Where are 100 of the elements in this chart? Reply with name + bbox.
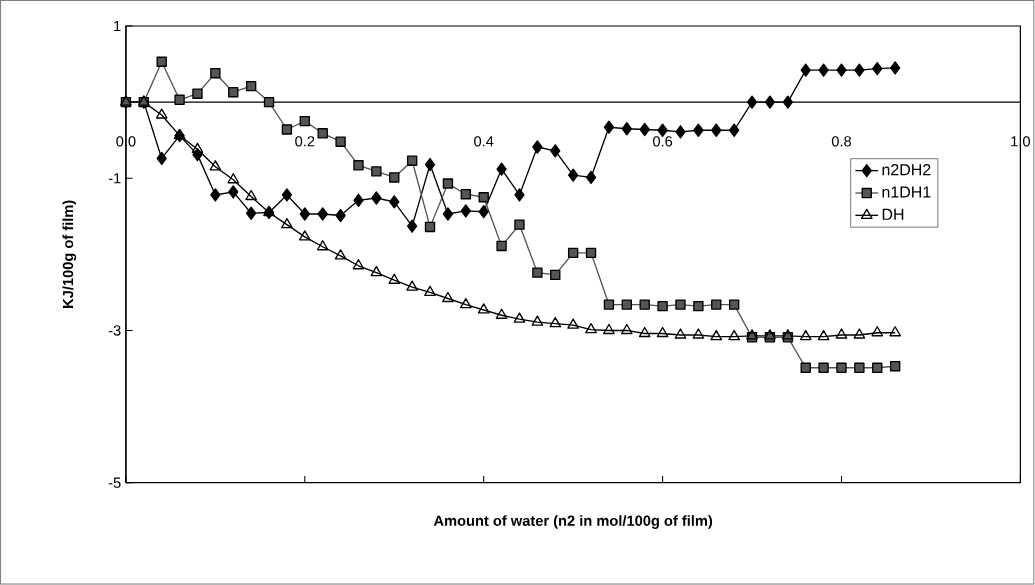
point bbox=[532, 140, 543, 154]
point bbox=[764, 95, 776, 109]
point bbox=[638, 327, 651, 338]
point bbox=[621, 299, 633, 310]
point bbox=[459, 298, 472, 309]
point bbox=[388, 273, 401, 285]
point bbox=[263, 97, 275, 108]
point bbox=[639, 123, 650, 137]
point bbox=[675, 125, 686, 139]
point bbox=[192, 148, 203, 162]
point bbox=[567, 168, 579, 183]
point bbox=[872, 62, 883, 76]
point bbox=[514, 188, 525, 202]
point bbox=[550, 144, 561, 158]
point bbox=[603, 299, 615, 310]
point bbox=[656, 327, 669, 338]
point bbox=[371, 166, 382, 177]
point bbox=[227, 173, 240, 184]
y-tick-label: -3 bbox=[108, 325, 121, 336]
point bbox=[854, 63, 865, 77]
point bbox=[209, 160, 222, 171]
point bbox=[478, 205, 489, 219]
point bbox=[389, 195, 400, 209]
point bbox=[585, 247, 597, 259]
point bbox=[854, 362, 865, 374]
point bbox=[585, 323, 597, 334]
point bbox=[424, 285, 436, 297]
point bbox=[371, 191, 382, 205]
point bbox=[156, 56, 167, 68]
point bbox=[889, 61, 901, 75]
point bbox=[693, 123, 704, 138]
point bbox=[406, 219, 418, 234]
point bbox=[603, 323, 615, 335]
point bbox=[800, 63, 811, 77]
point bbox=[657, 301, 668, 312]
point bbox=[317, 128, 328, 139]
point bbox=[872, 362, 883, 374]
point bbox=[639, 299, 650, 310]
point bbox=[424, 221, 436, 233]
point bbox=[532, 267, 543, 278]
point bbox=[514, 219, 525, 231]
point bbox=[567, 247, 579, 259]
point bbox=[835, 328, 848, 339]
point bbox=[370, 266, 383, 277]
point bbox=[728, 299, 740, 310]
point bbox=[621, 122, 632, 136]
x-axis-title: Amount of water (n2 in mol/100g of film) bbox=[433, 515, 713, 530]
point bbox=[496, 240, 507, 252]
point bbox=[335, 136, 346, 148]
point bbox=[228, 87, 239, 98]
point bbox=[389, 172, 400, 183]
point bbox=[281, 218, 293, 229]
point bbox=[711, 299, 722, 310]
point bbox=[156, 151, 167, 166]
point bbox=[603, 120, 615, 135]
point bbox=[353, 160, 364, 171]
point bbox=[460, 204, 471, 218]
point bbox=[818, 362, 829, 374]
point bbox=[406, 280, 419, 291]
point bbox=[513, 312, 526, 323]
point bbox=[818, 63, 829, 77]
point bbox=[692, 328, 705, 339]
point bbox=[496, 162, 507, 176]
point bbox=[889, 326, 902, 337]
y-tick-label: -5 bbox=[108, 477, 121, 488]
point bbox=[352, 259, 365, 270]
point bbox=[674, 328, 687, 339]
point bbox=[245, 190, 258, 201]
point bbox=[710, 330, 723, 341]
point bbox=[585, 170, 597, 185]
y-axis-title: KJ/100g of film) bbox=[62, 200, 77, 309]
point bbox=[210, 188, 221, 202]
point bbox=[442, 292, 454, 303]
point bbox=[316, 240, 329, 251]
x-tick-label: 0.4 bbox=[474, 136, 494, 147]
point bbox=[245, 206, 257, 221]
point bbox=[728, 330, 741, 341]
legend-label: n1DH1 bbox=[882, 186, 931, 198]
x-tick-label: 0.6 bbox=[652, 136, 673, 147]
point bbox=[889, 361, 901, 372]
point bbox=[298, 230, 311, 241]
point bbox=[853, 328, 866, 339]
y-tick-label: 1 bbox=[114, 21, 121, 32]
point bbox=[334, 249, 347, 260]
point bbox=[549, 317, 562, 328]
point bbox=[531, 315, 544, 326]
point bbox=[817, 330, 830, 341]
point bbox=[746, 95, 758, 109]
point bbox=[460, 189, 472, 200]
point bbox=[299, 116, 311, 127]
point bbox=[836, 63, 847, 77]
x-tick-label: 0.8 bbox=[831, 136, 852, 147]
point bbox=[228, 185, 239, 199]
point bbox=[675, 299, 686, 310]
legend-label: DH bbox=[882, 209, 904, 221]
point bbox=[191, 142, 204, 154]
point bbox=[550, 269, 561, 281]
point bbox=[728, 123, 740, 138]
point bbox=[495, 308, 508, 320]
point bbox=[442, 207, 454, 221]
